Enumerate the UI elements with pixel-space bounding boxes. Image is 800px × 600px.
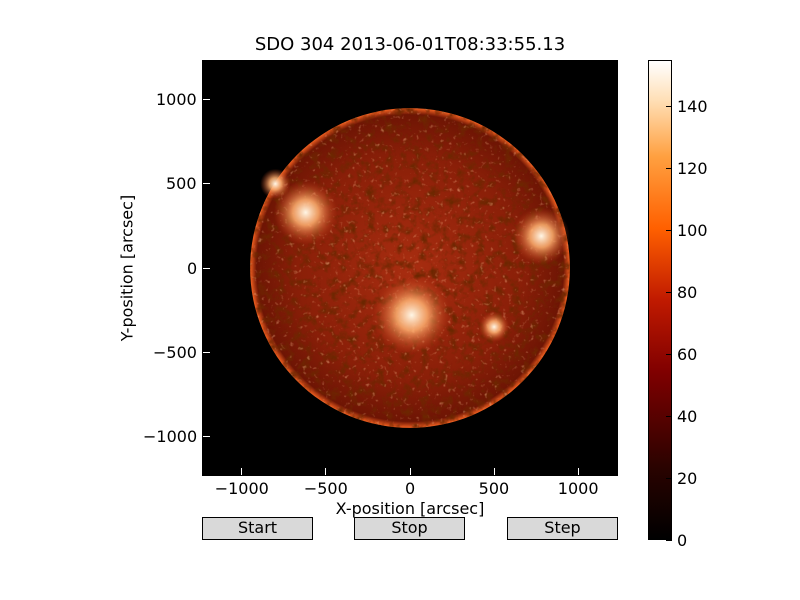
colorbar-tick-label: 40 (677, 406, 698, 426)
bright-region (479, 311, 510, 343)
colorbar-tick-mark (666, 353, 672, 355)
colorbar-tick-label: 0 (677, 530, 688, 550)
colorbar-tick-label: 120 (677, 158, 708, 178)
y-tick-mark (203, 351, 210, 353)
y-axis-label: Y-position [arcsec] (117, 194, 137, 342)
bright-region (273, 180, 338, 245)
y-tick-mark (203, 183, 210, 185)
bright-region (260, 168, 291, 199)
y-tick-label: 500 (166, 174, 197, 194)
colorbar-tick-mark (666, 477, 672, 479)
x-tick-mark (577, 468, 579, 475)
y-tick-label: −500 (153, 342, 197, 362)
step-button[interactable]: Step (507, 517, 618, 540)
y-tick-mark (203, 99, 210, 101)
y-tick-mark (203, 267, 210, 269)
bright-region (512, 207, 570, 265)
x-tick-label: −1000 (214, 479, 269, 498)
solar-image (203, 61, 617, 475)
colorbar-tick-mark (666, 539, 672, 541)
x-tick-mark (409, 468, 411, 475)
x-tick-mark (241, 468, 243, 475)
colorbar-tick-label: 80 (677, 282, 698, 302)
bright-region (372, 276, 451, 354)
bright-regions (260, 168, 570, 354)
x-tick-mark (493, 468, 495, 475)
disk-texture-bright (250, 108, 570, 428)
x-tick-mark (325, 468, 327, 475)
colorbar-tick-mark (666, 291, 672, 293)
colorbar-tick-mark (666, 229, 672, 231)
colorbar-tick-label: 140 (677, 96, 708, 116)
y-tick-label: 1000 (156, 90, 197, 110)
colorbar-tick-label: 60 (677, 344, 698, 364)
y-tick-label: 0 (187, 258, 198, 278)
x-axis-label: X-position [arcsec] (335, 499, 485, 518)
stop-button[interactable]: Stop (354, 517, 465, 540)
plot-title: SDO 304 2013-06-01T08:33:55.13 (254, 34, 566, 55)
x-tick-label: −500 (303, 479, 348, 498)
colorbar-tick-mark (666, 415, 672, 417)
colorbar-tick-mark (666, 167, 672, 169)
colorbar-tick-label: 100 (677, 220, 708, 240)
x-tick-label: 500 (478, 479, 510, 498)
colorbar-tick-mark (666, 105, 672, 107)
colorbar-gradient (649, 61, 671, 539)
colorbar-tick-label: 20 (677, 468, 698, 488)
image-axes (202, 60, 618, 476)
x-tick-label: 0 (405, 479, 416, 498)
y-tick-label: −1000 (143, 426, 198, 446)
colorbar (648, 60, 672, 540)
x-tick-label: 1000 (557, 479, 599, 498)
y-tick-mark (203, 435, 210, 437)
start-button[interactable]: Start (202, 517, 313, 540)
